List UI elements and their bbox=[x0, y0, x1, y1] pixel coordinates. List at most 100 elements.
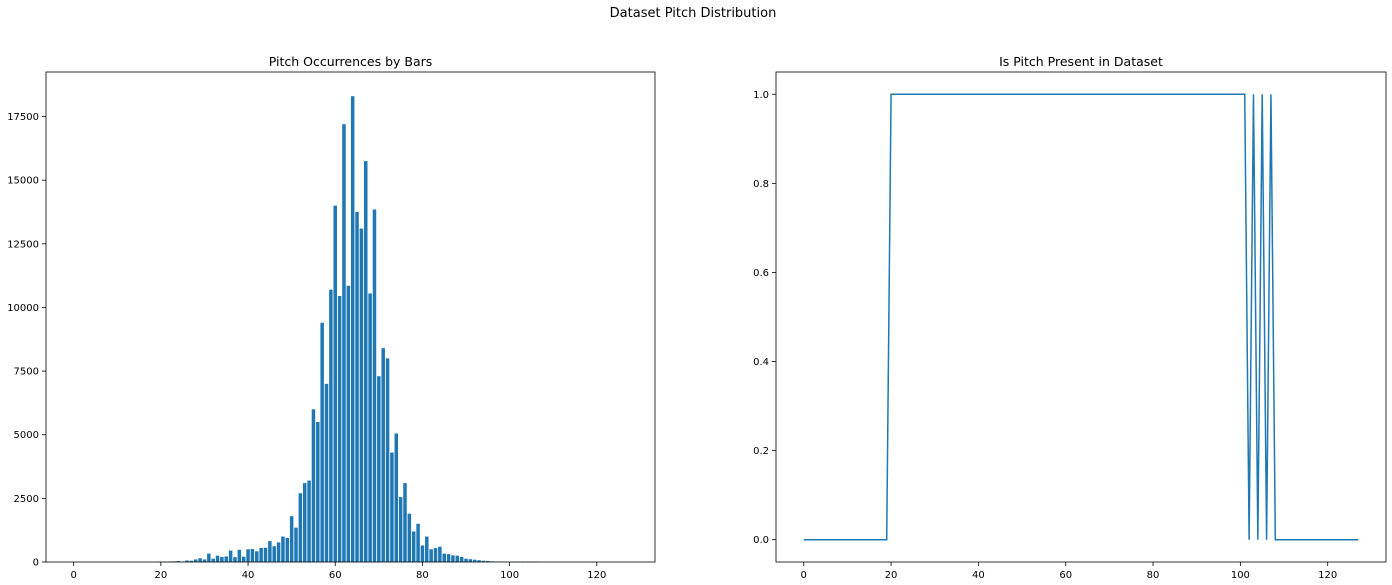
bar-92 bbox=[473, 559, 477, 562]
x-tick-label: 40 bbox=[972, 570, 985, 581]
axes-frame bbox=[45, 71, 656, 563]
bar-61 bbox=[337, 296, 342, 562]
bar-80 bbox=[420, 545, 425, 562]
bar-39 bbox=[241, 556, 246, 562]
y-tick-label: 0.8 bbox=[753, 179, 769, 190]
x-tick-label: 40 bbox=[242, 570, 255, 581]
bar-28 bbox=[194, 559, 198, 562]
bar-67 bbox=[364, 161, 368, 562]
y-tick-label: 7500 bbox=[14, 367, 39, 378]
x-tick-label: 80 bbox=[416, 570, 429, 581]
bar-81 bbox=[425, 536, 429, 562]
x-tick-label: 120 bbox=[1318, 570, 1337, 581]
y-tick-label: 17500 bbox=[7, 112, 39, 123]
bar-72 bbox=[385, 358, 390, 562]
y-tick-label: 10000 bbox=[7, 303, 39, 314]
y-tick-label: 0.4 bbox=[753, 357, 769, 368]
bar-63 bbox=[346, 285, 351, 562]
bar-52 bbox=[298, 493, 303, 562]
bar-74 bbox=[394, 433, 399, 562]
x-tick-label: 100 bbox=[500, 570, 519, 581]
y-tick-label: 0.0 bbox=[753, 535, 769, 546]
bar-68 bbox=[368, 293, 372, 562]
bar-64 bbox=[350, 96, 355, 563]
bar-69 bbox=[372, 209, 377, 562]
x-tick-label: 60 bbox=[1059, 570, 1072, 581]
bar-54 bbox=[307, 480, 311, 562]
bar-40 bbox=[246, 549, 250, 562]
bar-24 bbox=[176, 560, 181, 562]
y-tick-label: 1.0 bbox=[753, 90, 769, 101]
bar-79 bbox=[416, 523, 420, 562]
bar-27 bbox=[189, 560, 194, 562]
line-chart-title: Is Pitch Present in Dataset bbox=[999, 54, 1163, 69]
bar-91 bbox=[468, 559, 473, 562]
bar-58 bbox=[324, 383, 329, 562]
bar-75 bbox=[398, 497, 403, 562]
bar-94 bbox=[481, 560, 486, 562]
bar-43 bbox=[259, 548, 263, 562]
x-tick-label: 100 bbox=[1231, 570, 1250, 581]
x-tick-label: 0 bbox=[70, 570, 76, 581]
bar-71 bbox=[381, 348, 385, 562]
bar-45 bbox=[268, 541, 272, 562]
y-tick-label: 0 bbox=[33, 558, 39, 569]
bar-89 bbox=[459, 556, 464, 562]
x-tick-label: 120 bbox=[587, 570, 606, 581]
bar-chart-axes: Pitch Occurrences by Bars 0 20 40 60 80 100 12… bbox=[7, 54, 656, 581]
bar-49 bbox=[285, 537, 290, 562]
bar-50 bbox=[289, 516, 294, 562]
bar-44 bbox=[263, 547, 268, 562]
bar-73 bbox=[390, 452, 394, 562]
bar-53 bbox=[302, 483, 307, 562]
bar-84 bbox=[438, 546, 442, 562]
bar-77 bbox=[407, 513, 412, 562]
bar-76 bbox=[403, 483, 407, 562]
bar-48 bbox=[281, 536, 285, 562]
y-tick-label: 0.2 bbox=[753, 446, 769, 457]
bar-57 bbox=[320, 322, 324, 562]
bar-47 bbox=[276, 542, 281, 562]
bar-30 bbox=[202, 559, 207, 562]
x-tick-label: 20 bbox=[885, 570, 898, 581]
bar-31 bbox=[207, 553, 211, 562]
bar-46 bbox=[272, 546, 276, 562]
bar-62 bbox=[342, 124, 346, 563]
bar-88 bbox=[455, 555, 460, 562]
bar-56 bbox=[316, 422, 320, 562]
bar-60 bbox=[333, 205, 337, 562]
bar-chart-title: Pitch Occurrences by Bars bbox=[269, 54, 433, 69]
line-chart-axes: Is Pitch Present in Dataset 0 20 40 60 80 100… bbox=[753, 54, 1387, 581]
bar-95 bbox=[486, 560, 490, 562]
bar-90 bbox=[464, 558, 468, 562]
x-tick-label: 20 bbox=[155, 570, 168, 581]
bar-34 bbox=[220, 556, 224, 562]
x-tick-label: 80 bbox=[1147, 570, 1160, 581]
axes-frame bbox=[775, 71, 1387, 563]
bar-86 bbox=[446, 554, 451, 562]
bar-78 bbox=[411, 531, 416, 562]
bar-35 bbox=[224, 556, 229, 562]
bar-42 bbox=[255, 551, 259, 562]
bar-36 bbox=[228, 550, 233, 562]
bar-83 bbox=[433, 548, 438, 562]
bar-33 bbox=[215, 555, 220, 562]
bar-32 bbox=[211, 558, 215, 562]
bar-65 bbox=[355, 212, 359, 562]
bar-87 bbox=[451, 555, 455, 562]
y-tick-label: 5000 bbox=[14, 430, 39, 441]
bar-93 bbox=[477, 560, 481, 562]
bar-82 bbox=[429, 549, 433, 562]
bar-59 bbox=[329, 289, 333, 562]
bar-66 bbox=[359, 228, 364, 563]
bar-38 bbox=[237, 549, 242, 562]
bar-55 bbox=[311, 409, 316, 562]
bar-41 bbox=[250, 549, 255, 562]
figure-suptitle: Dataset Pitch Distribution bbox=[610, 6, 777, 21]
bar-37 bbox=[233, 557, 237, 562]
y-tick-label: 0.6 bbox=[753, 268, 769, 279]
bar-26 bbox=[185, 560, 189, 562]
bar-51 bbox=[294, 527, 298, 562]
x-tick-label: 0 bbox=[801, 570, 807, 581]
